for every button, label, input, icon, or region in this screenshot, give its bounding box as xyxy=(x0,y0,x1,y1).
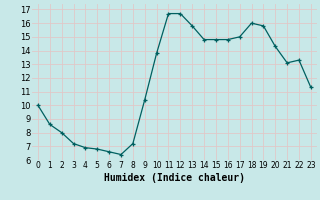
X-axis label: Humidex (Indice chaleur): Humidex (Indice chaleur) xyxy=(104,173,245,183)
